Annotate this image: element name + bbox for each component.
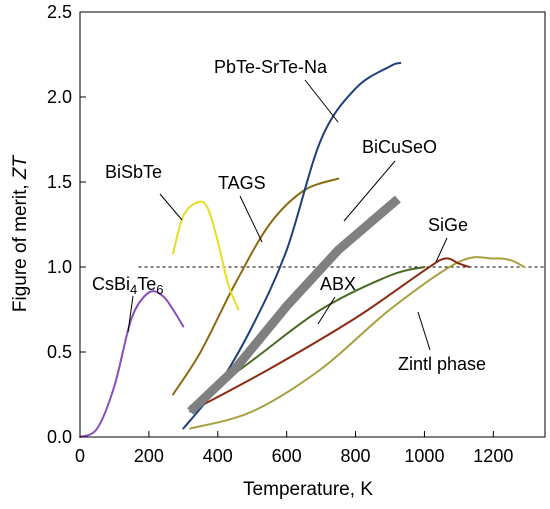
leader-line-tags [239, 195, 263, 243]
series-line-sige [189, 257, 471, 413]
y-tick-label-2: 1.0 [47, 257, 72, 277]
plot-frame [79, 11, 546, 438]
series-label-csbi4te6: CsBi4Te6 [92, 274, 164, 297]
leader-line-zintl [417, 311, 431, 351]
series-label-part: CsBi [92, 274, 130, 294]
series-line-tags [172, 177, 340, 396]
series-label-tags: TAGS [218, 173, 266, 193]
x-tick-label-5: 1000 [404, 446, 444, 466]
series-label-part: Te [137, 274, 156, 294]
x-axis-title: Temperature, K [243, 479, 373, 500]
x-tick-label-6: 1200 [473, 446, 513, 466]
y-tick-label-4: 2.0 [47, 87, 72, 107]
series-line-bicuseo [187, 195, 401, 415]
leader-line-sige [435, 237, 448, 263]
x-tick-label-2: 400 [203, 446, 233, 466]
series-label-pbte: PbTe-SrTe-Na [214, 57, 328, 77]
x-tick-label-1: 200 [134, 446, 164, 466]
leader-line-bisbte [159, 193, 183, 221]
x-tick-label-4: 800 [341, 446, 371, 466]
leader-line-pbte [304, 79, 339, 123]
series-label-part: 4 [130, 282, 137, 297]
plot-area [79, 62, 545, 438]
y-axis-title-symbol: ZT [10, 154, 31, 180]
series-label-zintl: Zintl phase [398, 354, 486, 374]
y-axis-title-prefix: Figure of merit, [10, 179, 31, 312]
y-tick-label-3: 1.5 [47, 172, 72, 192]
y-tick-label-1: 0.5 [47, 342, 72, 362]
series-label-bicuseo: BiCuSeO [362, 137, 437, 157]
series-line-zintl [189, 256, 526, 430]
y-tick-label-5: 2.5 [47, 2, 72, 22]
y-axis-title: Figure of merit, ZT [10, 154, 31, 312]
series-labels: CsBi4Te6 BiSbTe PbTe-SrTe-Na TAGS BiCuSeO SiG… [92, 57, 486, 374]
leader-line-csbi4te6 [127, 295, 134, 333]
y-tick-label-0: 0.0 [47, 427, 72, 447]
series-label-bisbte: BiSbTe [105, 162, 162, 182]
series-label-abx: ABX [320, 274, 356, 294]
series-label-part: 6 [156, 282, 163, 297]
series-line-csbi4te6 [79, 290, 185, 438]
x-tick-label-0: 0 [75, 446, 85, 466]
leader-line-abx [317, 296, 336, 325]
x-tick-label-3: 600 [272, 446, 302, 466]
series-line-bisbte [172, 200, 240, 311]
series-label-sige: SiGe [428, 215, 468, 235]
series-line-pbte [182, 62, 402, 430]
axes: 0 200 400 600 800 1000 1200 0.0 0.5 1.0 1.5 2.0 2.5 [47, 2, 546, 466]
leader-line-bicuseo [343, 160, 396, 222]
